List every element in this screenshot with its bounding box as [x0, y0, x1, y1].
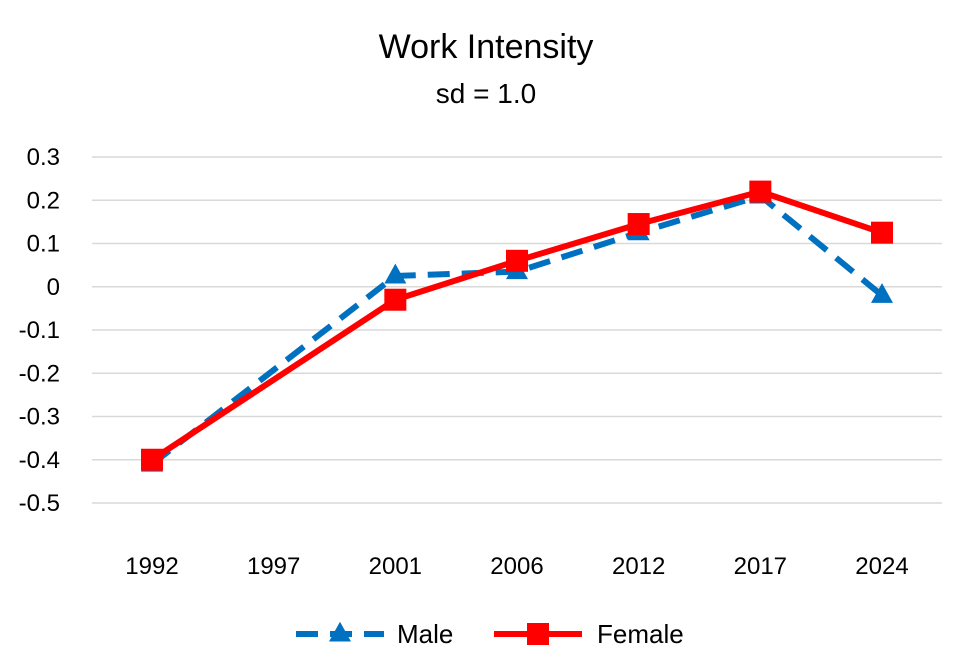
data-point — [871, 221, 893, 244]
y-axis-ticks: 0.3 0.2 0.1 0 -0.1 -0.2 -0.3 -0.4 -0.5 — [19, 144, 60, 517]
y-tick-label: -0.1 — [19, 317, 60, 344]
series-female — [141, 180, 893, 471]
data-point — [749, 180, 772, 203]
y-tick-label: -0.3 — [19, 404, 60, 431]
x-tick-label: 2006 — [490, 553, 543, 580]
y-tick-label: -0.2 — [19, 360, 60, 387]
x-tick-label: 2024 — [855, 553, 908, 580]
x-tick-label: 2012 — [612, 553, 665, 580]
data-point — [871, 283, 893, 303]
legend-marker — [527, 623, 549, 645]
y-tick-label: 0.2 — [27, 187, 60, 214]
series-line — [150, 192, 884, 467]
legend-item-male: Male — [296, 619, 453, 649]
grid-layer — [92, 156, 942, 504]
series-layer — [141, 180, 893, 472]
y-tick-label: 0.3 — [27, 144, 60, 171]
x-tick-label: 2017 — [734, 553, 787, 580]
legend: Male Female — [296, 619, 684, 649]
y-tick-label: 0.1 — [27, 231, 60, 258]
data-point — [141, 448, 163, 471]
data-point — [506, 249, 528, 272]
legend-label: Female — [597, 619, 684, 649]
legend-marker — [329, 621, 351, 642]
legend-label: Male — [397, 619, 453, 649]
y-tick-label: -0.4 — [19, 447, 60, 474]
x-tick-label: 1997 — [247, 553, 300, 580]
series-line — [150, 188, 883, 463]
y-tick-label: 0 — [47, 274, 60, 301]
legend-item-female: Female — [494, 619, 684, 649]
x-tick-label: 2001 — [369, 553, 422, 580]
chart-title: Work Intensity — [379, 28, 594, 66]
x-tick-label: 1992 — [125, 553, 178, 580]
data-point — [384, 288, 407, 311]
series-male — [141, 183, 893, 472]
data-point — [384, 263, 407, 284]
x-axis-ticks: 1992 1997 2001 2006 2012 2017 2024 — [125, 553, 908, 580]
y-tick-label: -0.5 — [19, 490, 60, 517]
chart-subtitle: sd = 1.0 — [436, 78, 536, 109]
data-point — [627, 213, 650, 236]
